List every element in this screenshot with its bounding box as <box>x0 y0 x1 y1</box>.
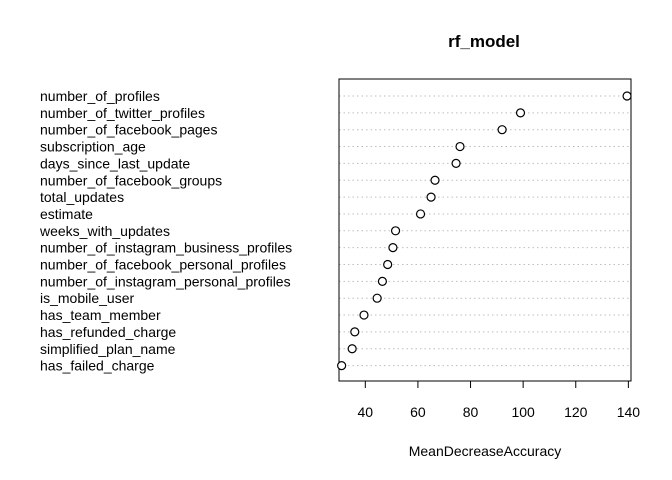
category-label: number_of_facebook_pages <box>40 122 217 138</box>
data-point <box>337 361 347 371</box>
data-point <box>372 293 382 303</box>
data-point <box>451 158 461 168</box>
data-point <box>359 310 369 320</box>
data-point <box>426 192 436 202</box>
category-label: weeks_with_updates <box>39 223 170 239</box>
data-point <box>383 259 393 270</box>
x-axis-title: MeanDecreaseAccuracy <box>409 443 562 459</box>
category-label: is_mobile_user <box>40 290 134 306</box>
category-label: days_since_last_update <box>40 155 190 171</box>
data-point <box>388 243 398 253</box>
category-label: number_of_instagram_personal_profiles <box>40 273 291 289</box>
category-label: number_of_facebook_groups <box>40 172 222 188</box>
category-label: subscription_age <box>40 139 146 155</box>
x-tick-label: 40 <box>358 404 374 420</box>
data-point <box>347 344 357 354</box>
data-point <box>350 327 360 337</box>
category-label: has_failed_charge <box>40 358 155 374</box>
category-label: has_team_member <box>40 307 161 323</box>
plot-box <box>338 78 632 382</box>
chart-title: rf_model <box>448 32 520 51</box>
category-label: has_refunded_charge <box>40 324 176 340</box>
x-tick-label: 120 <box>564 404 588 420</box>
data-point <box>390 226 401 236</box>
x-axis: 40 60 80 100 120 140 <box>358 380 641 420</box>
x-tick-label: 140 <box>617 404 641 420</box>
category-label: estimate <box>40 206 93 222</box>
data-point <box>430 175 440 185</box>
x-tick-label: 80 <box>463 404 479 420</box>
category-label: number_of_instagram_business_profiles <box>40 240 292 256</box>
data-point <box>497 125 507 135</box>
data-point <box>415 209 426 219</box>
category-label: total_updates <box>40 189 124 205</box>
category-label: number_of_twitter_profiles <box>40 105 205 121</box>
data-points <box>337 91 632 371</box>
data-point <box>455 141 465 152</box>
guide-lines <box>339 95 631 367</box>
category-label: simplified_plan_name <box>40 341 176 357</box>
data-point <box>622 91 632 101</box>
data-point <box>377 276 388 286</box>
x-tick-label: 60 <box>410 404 426 420</box>
category-labels: number_of_profilesnumber_of_twitter_prof… <box>39 88 292 374</box>
data-point <box>515 108 526 118</box>
x-tick-label: 100 <box>511 404 535 420</box>
category-label: number_of_profiles <box>40 88 160 104</box>
category-label: number_of_facebook_personal_profiles <box>40 257 286 273</box>
